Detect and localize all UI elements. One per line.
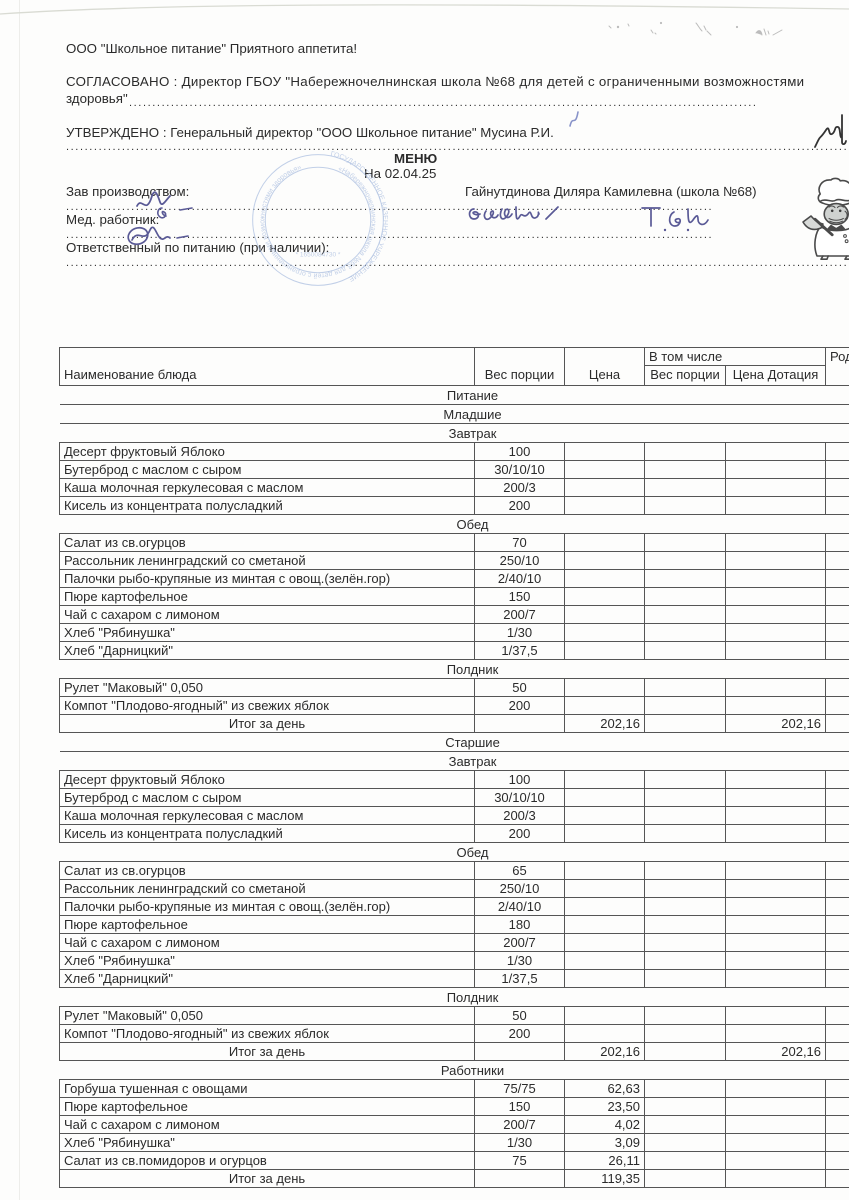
svg-text:«Набережночелнинская школа №68: «Набережночелнинская школа №68 для детей… — [259, 164, 376, 280]
svg-text:* 1650084730 *: * 1650084730 * — [296, 251, 341, 258]
